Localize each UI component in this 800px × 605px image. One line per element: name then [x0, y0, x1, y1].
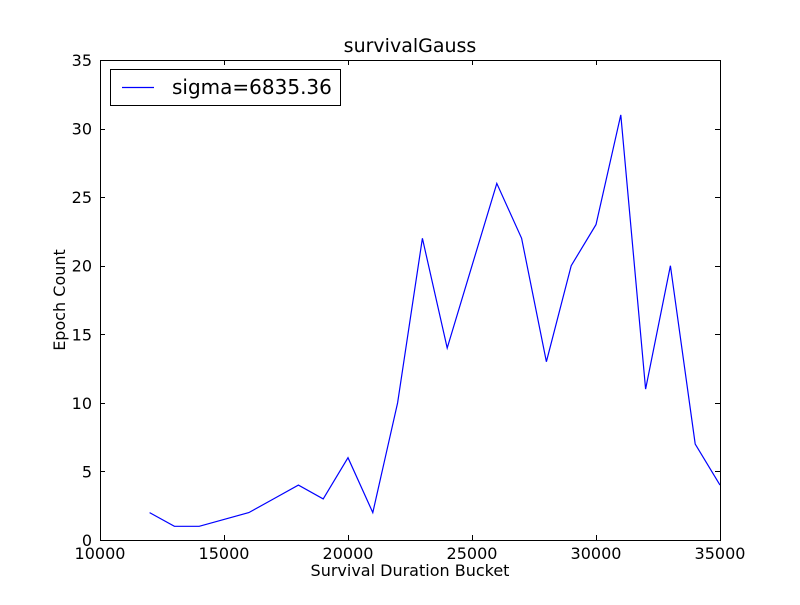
plot-frame [100, 60, 721, 541]
legend: sigma=6835.36 [110, 69, 341, 106]
y-tick-label: 10 [72, 394, 92, 413]
x-tick-label: 25000 [447, 544, 498, 563]
y-tick-label: 20 [72, 257, 92, 276]
y-tick-label: 30 [72, 120, 92, 139]
legend-label: sigma=6835.36 [172, 75, 332, 99]
y-tick-label: 0 [82, 531, 92, 550]
x-tick-label: 20000 [323, 544, 374, 563]
y-axis-label: Epoch Count [50, 249, 69, 351]
y-tick-label: 5 [82, 462, 92, 481]
y-tick-label: 25 [72, 188, 92, 207]
series-line [149, 114, 721, 527]
x-axis-label: Survival Duration Bucket [311, 561, 510, 580]
y-tick-label: 35 [72, 51, 92, 70]
x-tick-label: 35000 [695, 544, 746, 563]
x-tick-label: 30000 [571, 544, 622, 563]
x-tick-label: 15000 [199, 544, 250, 563]
plot-area [100, 60, 720, 540]
x-tick-label: 10000 [75, 544, 126, 563]
chart-title: survivalGauss [344, 35, 477, 57]
series-layer [149, 114, 721, 527]
y-axis: 0 5 10 15 20 25 30 35 [72, 51, 720, 550]
y-tick-label: 15 [72, 325, 92, 344]
x-axis: 10000 15000 20000 25000 30000 35000 [75, 60, 746, 563]
